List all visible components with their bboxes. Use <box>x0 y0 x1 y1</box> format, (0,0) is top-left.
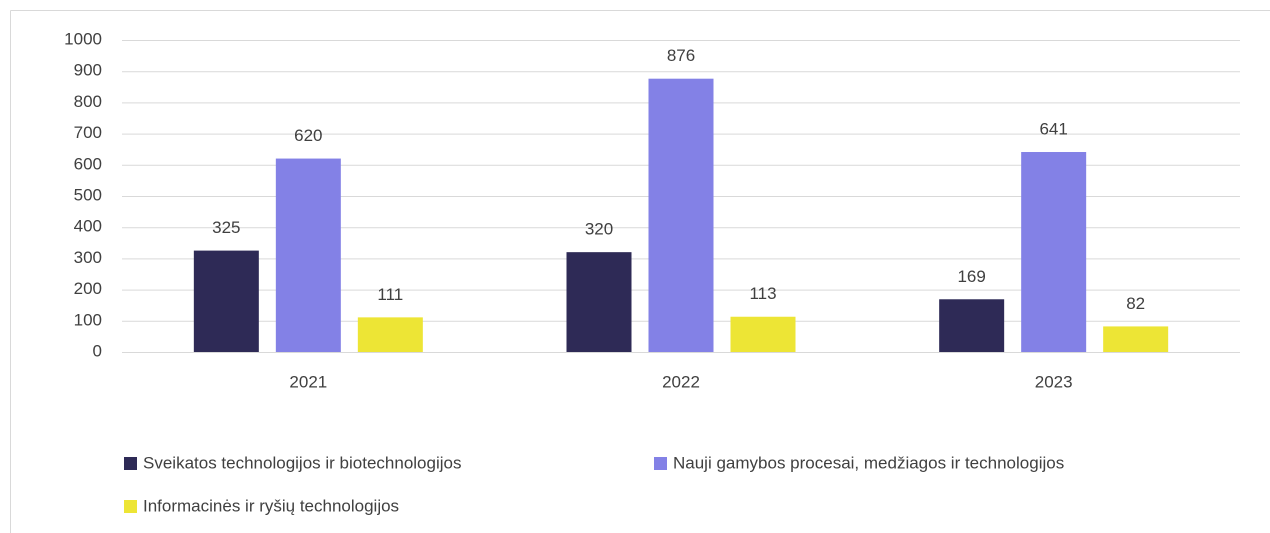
y-tick-label: 700 <box>74 123 102 142</box>
y-tick-label: 900 <box>74 61 102 80</box>
y-tick-label: 300 <box>74 248 102 267</box>
bar <box>730 316 796 352</box>
y-tick-label: 1000 <box>64 29 102 48</box>
x-tick-label: 2023 <box>1035 372 1073 391</box>
y-tick-label: 100 <box>74 310 102 329</box>
bar <box>566 252 632 352</box>
data-label: 876 <box>667 46 695 65</box>
bar <box>1103 326 1169 352</box>
bar <box>939 299 1005 352</box>
y-tick-label: 800 <box>74 92 102 111</box>
legend-swatch <box>124 500 137 513</box>
data-label: 620 <box>294 126 322 145</box>
legend-label: Nauji gamybos procesai, medžiagos ir tec… <box>673 453 1064 472</box>
legend-swatch <box>124 457 137 470</box>
y-tick-label: 600 <box>74 154 102 173</box>
data-label: 169 <box>957 267 985 286</box>
data-label: 111 <box>377 285 403 304</box>
y-tick-label: 400 <box>74 217 102 236</box>
data-label: 325 <box>212 218 240 237</box>
bar <box>275 158 341 352</box>
data-label: 113 <box>749 284 776 303</box>
y-tick-label: 0 <box>93 341 102 360</box>
bar <box>193 250 259 352</box>
data-label: 82 <box>1126 294 1145 313</box>
bar <box>648 78 714 353</box>
legend-label: Sveikatos technologijos ir biotechnologi… <box>143 453 461 472</box>
y-tick-label: 500 <box>74 185 102 204</box>
bar <box>357 317 423 352</box>
x-tick-label: 2021 <box>289 372 327 391</box>
data-label: 641 <box>1039 119 1067 138</box>
legend-label: Informacinės ir ryšių technologijos <box>143 496 399 515</box>
x-tick-label: 2022 <box>662 372 700 391</box>
y-tick-label: 200 <box>74 279 102 298</box>
bar <box>1021 152 1087 352</box>
legend-swatch <box>654 457 667 470</box>
data-label: 320 <box>585 220 613 239</box>
